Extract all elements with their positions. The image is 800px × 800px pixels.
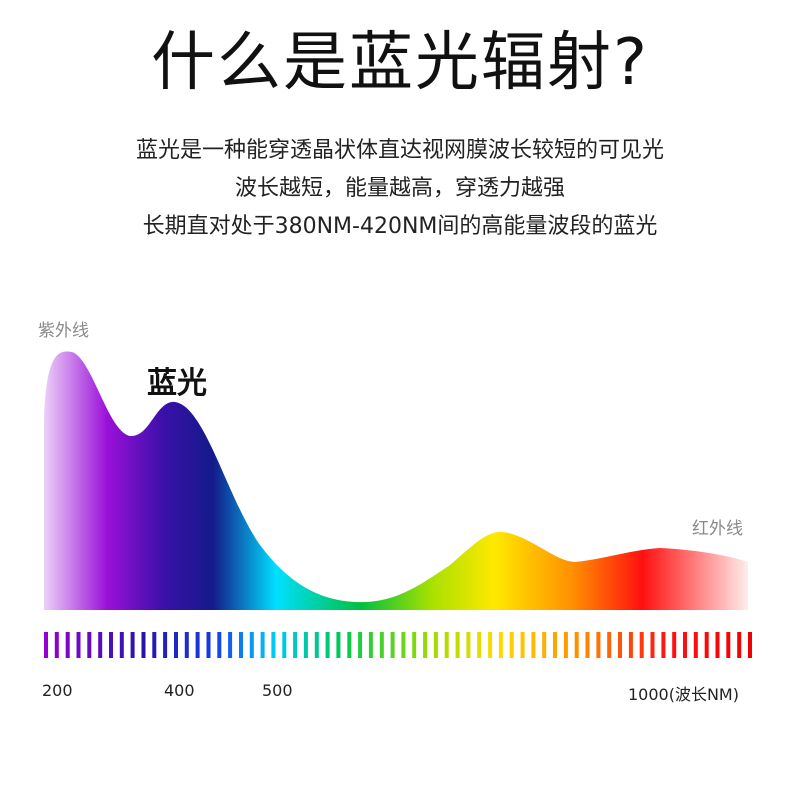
uv-label: 紫外线 bbox=[38, 321, 89, 341]
wavelength-bar bbox=[585, 632, 590, 658]
page-title: 什么是蓝光辐射? bbox=[151, 26, 649, 100]
wavelength-bar bbox=[509, 632, 514, 658]
wavelength-bar bbox=[726, 632, 731, 658]
wavelength-bar bbox=[325, 632, 330, 658]
wavelength-bar bbox=[520, 632, 525, 658]
wavelength-bar bbox=[336, 632, 341, 658]
wavelength-bar bbox=[596, 632, 601, 658]
wavelength-bar bbox=[607, 632, 612, 658]
wavelength-bar bbox=[455, 632, 460, 658]
wavelength-bar bbox=[163, 632, 168, 658]
wavelength-bar bbox=[228, 632, 233, 658]
wavelength-bar bbox=[531, 632, 536, 658]
wavelength-bar bbox=[87, 632, 92, 658]
wavelength-bar bbox=[54, 632, 59, 658]
wavelength-bar bbox=[368, 632, 373, 658]
wavelength-bar bbox=[477, 632, 482, 658]
blue-light-label: 蓝光 bbox=[147, 366, 207, 401]
wavelength-bar bbox=[282, 632, 287, 658]
wavelength-bar bbox=[574, 632, 579, 658]
wavelength-bar bbox=[704, 632, 709, 658]
wavelength-bar bbox=[444, 632, 449, 658]
spectrum-area bbox=[44, 351, 748, 610]
wavelength-bar bbox=[661, 632, 666, 658]
wavelength-bar bbox=[737, 632, 742, 658]
ir-label: 红外线 bbox=[692, 519, 743, 539]
wavelength-bar bbox=[639, 632, 644, 658]
wavelength-bar bbox=[466, 632, 471, 658]
wavelength-bar bbox=[715, 632, 720, 658]
tick-label-1000: 1000(波长NM) bbox=[628, 685, 739, 704]
wavelength-bar bbox=[498, 632, 503, 658]
wavelength-bar bbox=[217, 632, 222, 658]
wavelength-bar bbox=[206, 632, 211, 658]
wavelength-bar bbox=[152, 632, 157, 658]
wavelength-bar bbox=[672, 632, 677, 658]
description-line-1: 蓝光是一种能穿透晶状体直达视网膜波长较短的可见光 bbox=[135, 138, 664, 163]
wavelength-bar bbox=[488, 632, 493, 658]
wavelength-bar bbox=[303, 632, 308, 658]
wavelength-bar bbox=[98, 632, 103, 658]
wavelength-bar-strip bbox=[44, 632, 752, 658]
wavelength-bar bbox=[358, 632, 363, 658]
wavelength-bar bbox=[542, 632, 547, 658]
wavelength-bar bbox=[650, 632, 655, 658]
wavelength-bar bbox=[423, 632, 428, 658]
wavelength-bar bbox=[119, 632, 124, 658]
wavelength-bar bbox=[141, 632, 146, 658]
wavelength-bar bbox=[271, 632, 276, 658]
wavelength-bar bbox=[76, 632, 81, 658]
wavelength-bar bbox=[683, 632, 687, 658]
wavelength-bar bbox=[130, 632, 135, 658]
wavelength-bar bbox=[109, 632, 113, 658]
wavelength-bar bbox=[628, 632, 633, 658]
wavelength-bar bbox=[239, 632, 243, 658]
wavelength-bar bbox=[293, 632, 298, 658]
wavelength-bar bbox=[184, 632, 189, 658]
wavelength-bar bbox=[412, 632, 417, 658]
tick-label-200: 200 bbox=[42, 681, 73, 700]
wavelength-bar bbox=[314, 632, 319, 658]
wavelength-bar bbox=[618, 632, 622, 658]
wavelength-bar bbox=[390, 632, 395, 658]
wavelength-bar bbox=[174, 632, 178, 658]
wavelength-bar bbox=[563, 632, 568, 658]
description-line-3: 长期直对处于380NM-420NM间的高能量波段的蓝光 bbox=[142, 214, 658, 239]
wavelength-bar bbox=[433, 632, 438, 658]
wavelength-bar bbox=[693, 632, 698, 658]
wavelength-bar bbox=[553, 632, 557, 658]
wavelength-bar bbox=[44, 632, 48, 658]
wavelength-bar bbox=[65, 632, 70, 658]
wavelength-bar bbox=[249, 632, 254, 658]
wavelength-bar bbox=[401, 632, 406, 658]
tick-label-400: 400 bbox=[164, 681, 195, 700]
tick-label-500: 500 bbox=[262, 681, 293, 700]
wavelength-bar bbox=[379, 632, 384, 658]
wavelength-bar bbox=[748, 632, 752, 658]
wavelength-bar bbox=[347, 632, 352, 658]
wavelength-bar bbox=[195, 632, 200, 658]
description-line-2: 波长越短，能量越高，穿透力越强 bbox=[234, 176, 565, 201]
wavelength-bar bbox=[260, 632, 265, 658]
